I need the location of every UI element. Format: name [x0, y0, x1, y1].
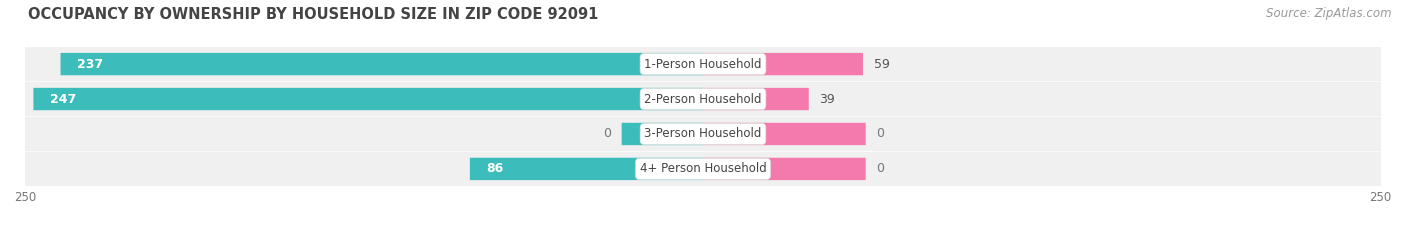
FancyBboxPatch shape	[60, 53, 703, 75]
Text: OCCUPANCY BY OWNERSHIP BY HOUSEHOLD SIZE IN ZIP CODE 92091: OCCUPANCY BY OWNERSHIP BY HOUSEHOLD SIZE…	[28, 7, 599, 22]
Text: 39: 39	[820, 93, 835, 106]
FancyBboxPatch shape	[703, 88, 808, 110]
Text: 3-Person Household: 3-Person Household	[644, 127, 762, 140]
FancyBboxPatch shape	[470, 158, 703, 180]
Text: 247: 247	[49, 93, 76, 106]
FancyBboxPatch shape	[20, 47, 1386, 81]
FancyBboxPatch shape	[703, 158, 866, 180]
Text: 0: 0	[876, 162, 884, 175]
FancyBboxPatch shape	[20, 117, 1386, 151]
Text: 2-Person Household: 2-Person Household	[644, 93, 762, 106]
Text: 4+ Person Household: 4+ Person Household	[640, 162, 766, 175]
Text: 0: 0	[876, 127, 884, 140]
Text: 86: 86	[486, 162, 503, 175]
FancyBboxPatch shape	[20, 152, 1386, 186]
Text: 59: 59	[873, 58, 890, 71]
FancyBboxPatch shape	[34, 88, 703, 110]
FancyBboxPatch shape	[20, 82, 1386, 116]
FancyBboxPatch shape	[703, 53, 863, 75]
Legend: Owner-occupied, Renter-occupied: Owner-occupied, Renter-occupied	[565, 230, 841, 233]
FancyBboxPatch shape	[703, 123, 866, 145]
FancyBboxPatch shape	[621, 123, 703, 145]
Text: 237: 237	[77, 58, 103, 71]
Text: 1-Person Household: 1-Person Household	[644, 58, 762, 71]
Text: Source: ZipAtlas.com: Source: ZipAtlas.com	[1267, 7, 1392, 20]
Text: 0: 0	[603, 127, 610, 140]
